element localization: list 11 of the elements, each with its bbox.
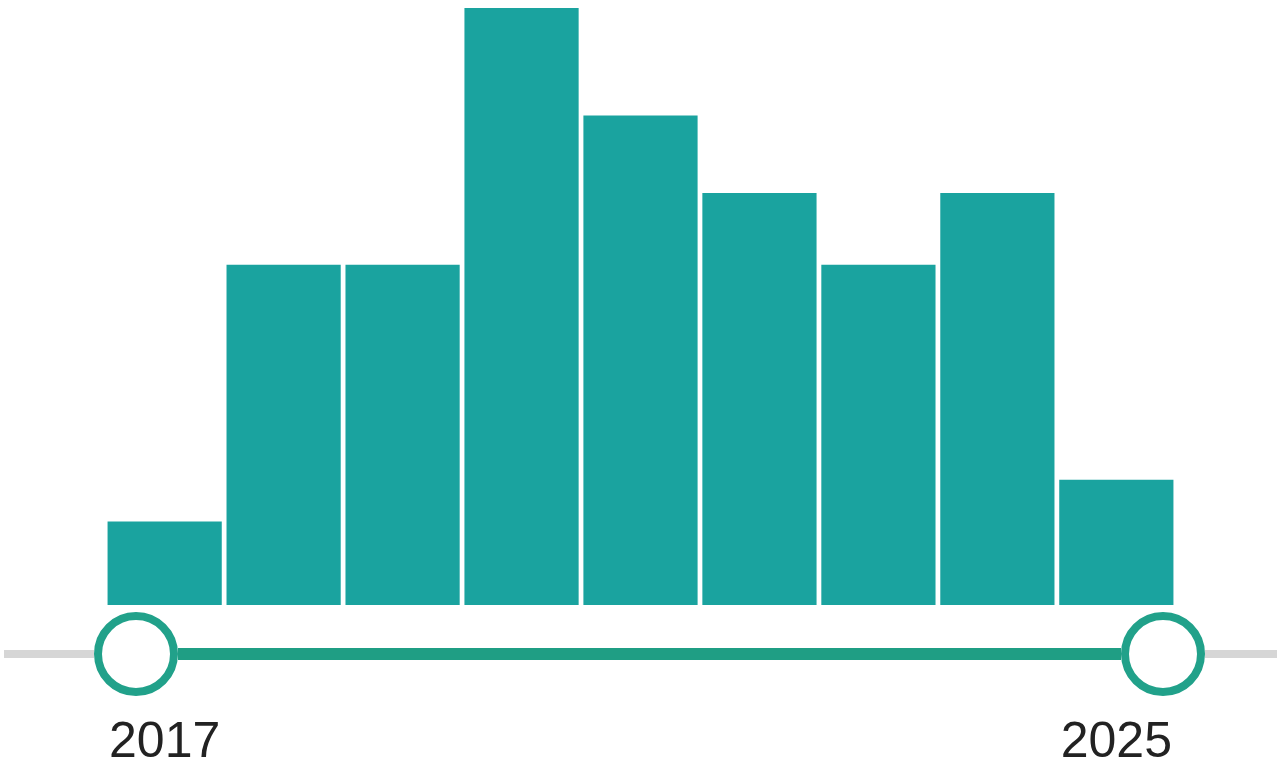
bar <box>226 264 341 605</box>
bar <box>345 264 460 605</box>
bar <box>702 193 817 605</box>
bar <box>940 193 1055 605</box>
bar <box>1059 479 1174 605</box>
x-tick-label: 2017 <box>109 711 221 768</box>
bar <box>583 115 698 605</box>
bar <box>464 8 579 605</box>
bar <box>107 521 222 605</box>
bar <box>821 264 936 605</box>
x-tick-label: 2025 <box>1060 711 1172 768</box>
